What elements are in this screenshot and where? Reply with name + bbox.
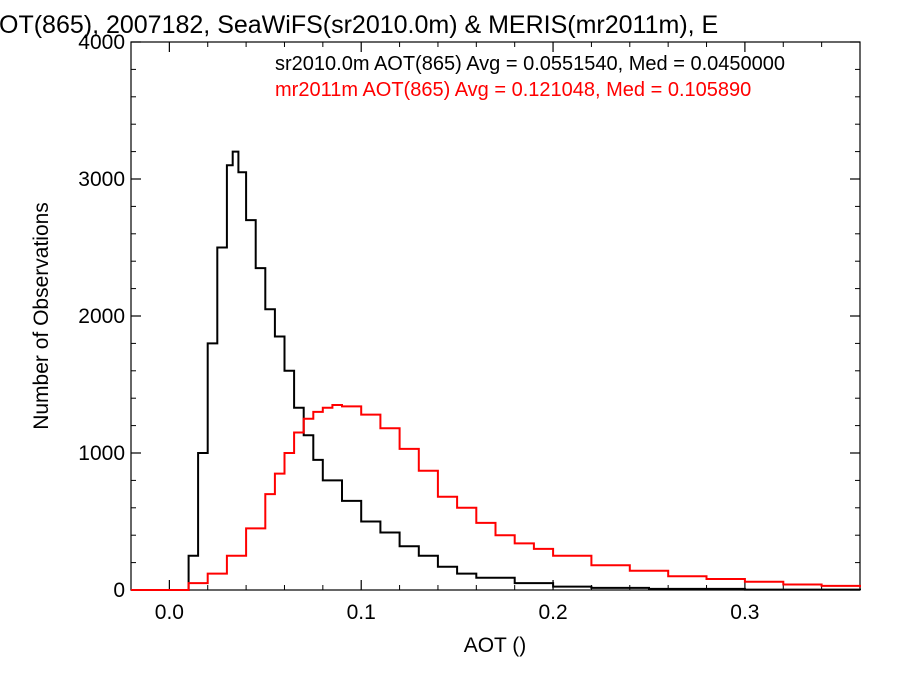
series-group bbox=[131, 150, 861, 591]
y-tick-group: 0 1000 2000 3000 4000 bbox=[78, 31, 860, 602]
chart-title: OT(865), 2007182, SeaWiFS(sr2010.0m) & M… bbox=[0, 11, 718, 39]
legend-entry-mr2011: mr2011m AOT(865) Avg = 0.121048, Med = 0… bbox=[275, 79, 751, 101]
y-tick-label: 1000 bbox=[78, 442, 125, 465]
y-tick-label: 2000 bbox=[78, 305, 125, 328]
x-tick-label: 0.1 bbox=[347, 601, 376, 624]
x-axis-label: AOT () bbox=[464, 634, 527, 657]
y-axis-label: Number of Observations bbox=[30, 202, 53, 430]
x-tick-label: 0.2 bbox=[538, 601, 567, 624]
legend-entry-sr2010: sr2010.0m AOT(865) Avg = 0.0551540, Med … bbox=[275, 53, 785, 75]
y-tick-label: 0 bbox=[113, 579, 125, 602]
plot-frame bbox=[130, 41, 861, 591]
x-tick-label: 0.3 bbox=[730, 601, 759, 624]
series-line-1 bbox=[131, 404, 861, 591]
y-tick-label: 4000 bbox=[78, 31, 125, 54]
y-tick-label: 3000 bbox=[78, 168, 125, 191]
x-tick-group: 0.0 0.1 0.2 0.3 bbox=[130, 42, 861, 624]
x-tick-label: 0.0 bbox=[155, 601, 184, 624]
series-line-0 bbox=[131, 150, 861, 591]
